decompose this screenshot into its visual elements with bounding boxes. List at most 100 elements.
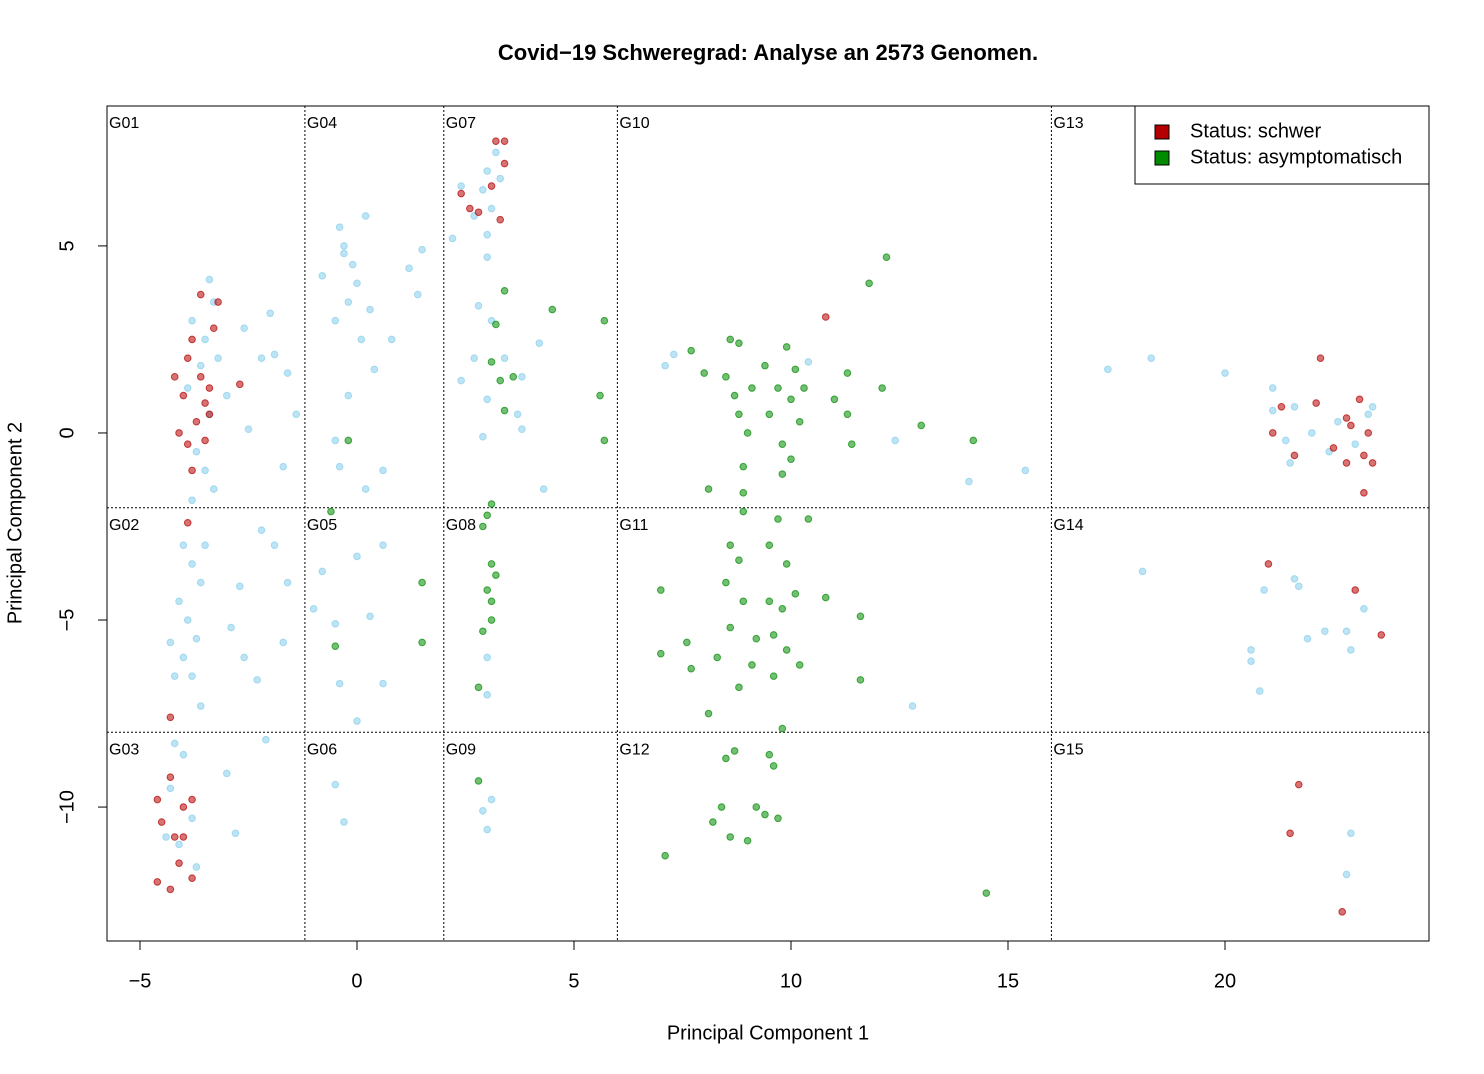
point (188, 672, 196, 680)
point (1321, 627, 1329, 636)
point (1338, 908, 1346, 916)
point (518, 373, 526, 381)
point (683, 638, 691, 647)
point (183, 354, 192, 362)
point (1355, 395, 1364, 404)
y-tick-label: 5 (56, 240, 78, 251)
point (821, 593, 830, 602)
point (735, 683, 743, 692)
point (335, 462, 344, 471)
chart-title: Covid−19 Schweregrad: Analyse an 2573 Ge… (498, 40, 1038, 65)
point (1294, 582, 1303, 591)
point (344, 436, 353, 445)
point (1268, 429, 1277, 437)
point (379, 541, 387, 549)
point (1290, 402, 1299, 411)
point (1260, 586, 1268, 594)
point (1360, 489, 1368, 497)
point (457, 189, 465, 198)
point (340, 818, 348, 826)
point (335, 679, 344, 688)
point (518, 425, 526, 434)
point (787, 395, 795, 404)
point (596, 391, 604, 400)
point (769, 762, 778, 770)
point (1342, 627, 1351, 636)
group-label: G09 (446, 741, 476, 758)
point (192, 634, 201, 643)
point (743, 429, 752, 437)
x-tick-label: −5 (129, 970, 152, 992)
point (483, 691, 491, 699)
point (1286, 829, 1294, 838)
point (982, 889, 991, 897)
point (236, 582, 244, 591)
point (457, 376, 465, 385)
point (496, 174, 505, 183)
point (769, 631, 778, 639)
point (270, 541, 279, 549)
point (713, 653, 722, 662)
point (761, 361, 769, 370)
point (170, 373, 179, 381)
point (1351, 440, 1360, 448)
point (240, 653, 248, 662)
point (157, 818, 166, 826)
point (722, 373, 730, 381)
point (548, 305, 557, 314)
point (717, 803, 726, 811)
point (748, 384, 756, 392)
point (361, 212, 370, 220)
point (722, 578, 730, 587)
group-label: G08 (446, 517, 476, 534)
legend-box (1134, 105, 1430, 185)
point (487, 616, 496, 624)
point (500, 287, 509, 295)
point (492, 320, 500, 329)
point (735, 410, 743, 419)
point (188, 316, 196, 325)
point (661, 851, 669, 860)
point (735, 556, 743, 564)
point (183, 440, 192, 448)
point (1316, 354, 1325, 362)
point (466, 204, 474, 213)
point (1364, 410, 1373, 419)
point (1247, 657, 1255, 665)
point (222, 769, 231, 778)
point (778, 604, 787, 613)
point (500, 406, 509, 415)
point (1281, 436, 1290, 445)
point (748, 661, 756, 669)
y-tick-label: −10 (56, 790, 78, 824)
point (500, 137, 509, 145)
point (201, 541, 209, 549)
point (726, 833, 735, 841)
point (1021, 466, 1030, 475)
point (474, 208, 483, 217)
point (965, 477, 973, 486)
point (1342, 414, 1351, 422)
point (1377, 631, 1386, 639)
group-label: G03 (109, 741, 139, 758)
point (357, 335, 366, 344)
point (787, 455, 795, 463)
point (847, 440, 856, 448)
point (331, 780, 340, 789)
legend-label: Status: asymptomatisch (1190, 146, 1402, 168)
point (765, 750, 774, 759)
point (1290, 575, 1299, 583)
point (479, 627, 487, 636)
point (908, 702, 917, 710)
group-label: G06 (307, 741, 337, 758)
point (791, 365, 800, 374)
point (496, 215, 505, 224)
point (479, 807, 487, 815)
point (1368, 402, 1377, 411)
point (179, 391, 188, 400)
point (201, 466, 209, 475)
point (283, 578, 292, 587)
point (196, 290, 205, 299)
point (1294, 780, 1303, 789)
point (791, 590, 800, 598)
